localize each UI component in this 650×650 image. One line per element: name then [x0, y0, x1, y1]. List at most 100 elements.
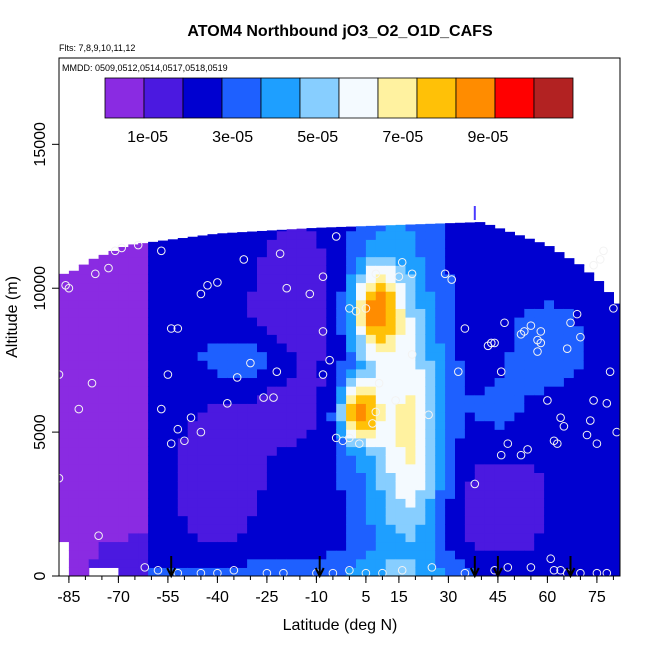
sample-point: [407, 269, 417, 279]
heatmap-cell: [88, 558, 100, 568]
heatmap-cell: [474, 265, 486, 275]
heatmap-cell: [385, 342, 397, 353]
heatmap-cell: [524, 299, 535, 309]
heatmap-cell: [78, 317, 90, 327]
heatmap-cell: [266, 342, 278, 353]
heatmap-cell: [405, 239, 416, 249]
heatmap-cell: [514, 472, 525, 482]
heatmap-cell: [613, 403, 620, 413]
heatmap-cell: [365, 299, 377, 309]
heatmap-cell: [544, 463, 555, 473]
heatmap-cell: [158, 420, 169, 430]
heatmap-cell: [603, 342, 614, 353]
heatmap-cell: [554, 455, 565, 465]
heatmap-cell: [375, 299, 387, 309]
heatmap-cell: [217, 411, 228, 422]
heatmap-cell: [187, 558, 199, 568]
heatmap-cell: [464, 541, 476, 551]
heatmap-cell: [365, 386, 377, 396]
heatmap-cell: [59, 394, 70, 404]
heatmap-cell: [296, 230, 308, 240]
heatmap-cell: [68, 342, 80, 353]
heatmap-cell: [544, 498, 555, 508]
heatmap-cell: [385, 334, 397, 344]
x-tick-label: -10: [305, 589, 328, 606]
heatmap-cell: [415, 403, 426, 413]
heatmap-cell: [138, 243, 149, 249]
heatmap-cell: [118, 429, 129, 439]
heatmap-cell: [306, 265, 317, 275]
heatmap-cell: [375, 550, 387, 560]
heatmap-cell: [197, 524, 209, 534]
heatmap-cell: [603, 351, 614, 361]
heatmap-cell: [395, 291, 407, 301]
heatmap-cell: [613, 489, 620, 499]
heatmap-cell: [573, 394, 585, 404]
heatmap-cell: [504, 247, 515, 258]
sample-point: [117, 243, 126, 253]
heatmap-cell: [405, 463, 416, 473]
heatmap-cell: [455, 282, 466, 292]
heatmap-cell: [148, 308, 159, 318]
heatmap-cell: [88, 541, 100, 551]
heatmap-cell: [296, 558, 308, 568]
sample-point: [331, 232, 341, 241]
heatmap-cell: [187, 247, 199, 258]
heatmap-cell: [88, 437, 100, 448]
heatmap-cell: [266, 489, 278, 499]
heatmap-cell: [455, 222, 466, 232]
heatmap-cell: [356, 489, 367, 499]
heatmap-cell: [187, 236, 199, 240]
heatmap-cell: [445, 351, 456, 361]
heatmap-cell: [613, 550, 620, 560]
heatmap-cell: [356, 541, 367, 551]
heatmap-cell: [494, 239, 506, 249]
heatmap-cell: [425, 550, 436, 560]
heatmap-cell: [247, 342, 258, 353]
heatmap-cell: [455, 541, 466, 551]
heatmap-cell: [554, 252, 565, 258]
heatmap-cell: [306, 446, 317, 456]
heatmap-cell: [68, 273, 80, 284]
heatmap-cell: [524, 455, 535, 465]
heatmap-cell: [573, 308, 585, 318]
heatmap-cell: [504, 472, 515, 482]
heatmap-cell: [405, 437, 416, 448]
heatmap-cell: [544, 368, 555, 379]
colorbar-swatch: [377, 77, 418, 119]
heatmap-cell: [573, 524, 585, 534]
sample-point: [318, 327, 328, 336]
heatmap-cell: [78, 351, 90, 361]
heatmap-cell: [118, 437, 129, 448]
heatmap-cell: [365, 317, 377, 327]
heatmap-cell: [375, 403, 387, 413]
heatmap-cell: [375, 420, 387, 430]
heatmap-cell: [118, 524, 129, 534]
heatmap-cell: [395, 420, 407, 430]
heatmap-cell: [247, 506, 258, 517]
heatmap-cell: [464, 524, 476, 534]
heatmap-cell: [197, 498, 209, 508]
heatmap-cell: [356, 325, 367, 335]
heatmap-cell: [316, 541, 327, 551]
heatmap-cell: [554, 360, 565, 370]
heatmap-cell: [603, 446, 614, 456]
heatmap-cell: [544, 532, 555, 543]
heatmap-cell: [375, 360, 387, 370]
heatmap-cell: [613, 351, 620, 361]
heatmap-cell: [177, 567, 189, 576]
colorbar-swatch: [338, 77, 379, 119]
heatmap-cell: [365, 273, 377, 284]
heatmap-cell: [227, 360, 238, 370]
heatmap-cell: [395, 429, 407, 439]
heatmap-cell: [217, 472, 228, 482]
heatmap-cell: [227, 291, 238, 301]
heatmap-cell: [464, 472, 476, 482]
heatmap-cell: [98, 299, 110, 309]
heatmap-cell: [158, 325, 169, 335]
heatmap-cell: [445, 524, 456, 534]
colorbar-swatch: [494, 77, 535, 119]
sample-point: [592, 439, 602, 448]
heatmap-cell: [583, 386, 595, 396]
heatmap-cell: [484, 394, 496, 404]
